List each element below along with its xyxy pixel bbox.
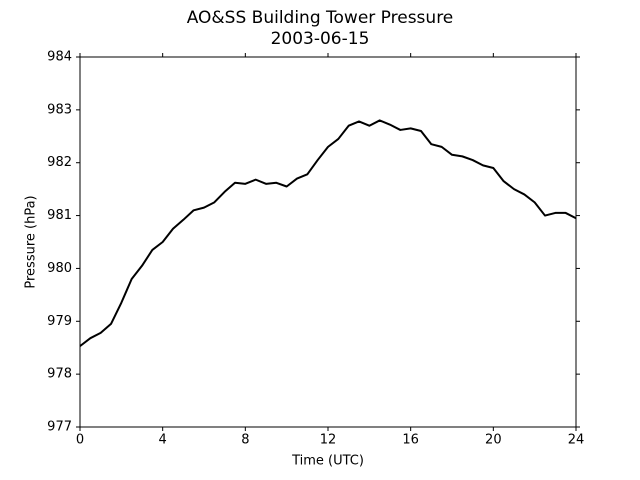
y-axis-label: Pressure (hPa)	[24, 195, 39, 288]
y-tick-label: 981	[47, 208, 72, 223]
y-tick-label: 984	[47, 50, 72, 65]
x-tick-label: 12	[320, 433, 337, 448]
chart-subtitle: 2003-06-15	[271, 29, 370, 49]
line-series	[79, 119, 577, 347]
x-tick-label: 8	[241, 433, 249, 448]
y-tick-label: 983	[47, 102, 72, 117]
x-axis-label: Time (UTC)	[291, 454, 364, 469]
chart-title: AO&SS Building Tower Pressure	[187, 8, 454, 28]
y-tick-label: 978	[47, 367, 72, 382]
plot-frame	[79, 56, 577, 428]
y-tick-label: 982	[47, 155, 72, 170]
x-tick-label: 16	[402, 433, 419, 448]
x-tick-label: 24	[568, 433, 585, 448]
y-tick-label: 979	[47, 314, 72, 329]
y-tick-label: 980	[47, 261, 72, 276]
y-tick-label: 977	[47, 420, 72, 435]
x-tick-label: 20	[485, 433, 502, 448]
x-tick-label: 0	[76, 433, 84, 448]
x-tick-label: 4	[159, 433, 167, 448]
